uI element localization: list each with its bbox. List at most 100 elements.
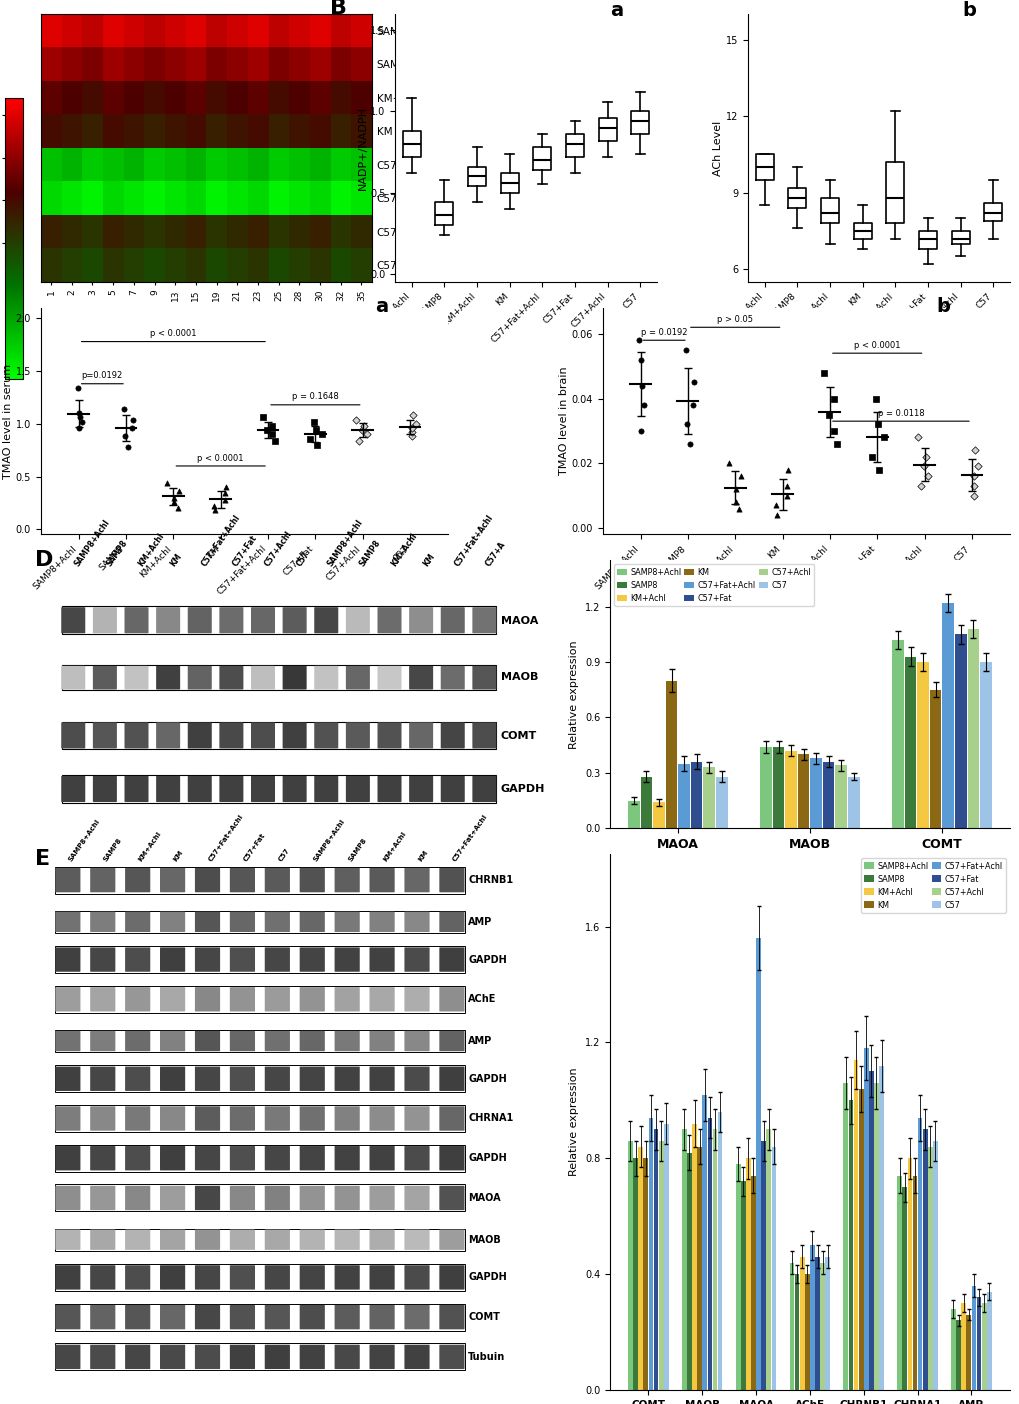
- Point: [356, 414, 372, 437]
- Point: [965, 439, 981, 462]
- Bar: [715, 776, 727, 828]
- FancyBboxPatch shape: [160, 1106, 185, 1130]
- FancyBboxPatch shape: [409, 665, 433, 689]
- FancyBboxPatch shape: [369, 1106, 394, 1130]
- Point: [916, 445, 932, 468]
- FancyBboxPatch shape: [440, 607, 465, 633]
- Point: [408, 413, 424, 435]
- FancyBboxPatch shape: [219, 607, 244, 633]
- FancyBboxPatch shape: [61, 665, 86, 689]
- FancyBboxPatch shape: [251, 665, 275, 689]
- Text: COMT: COMT: [468, 1313, 499, 1323]
- FancyBboxPatch shape: [345, 722, 370, 748]
- Bar: [797, 754, 809, 828]
- Point: [633, 348, 649, 371]
- FancyBboxPatch shape: [265, 948, 289, 972]
- Text: D: D: [36, 550, 54, 570]
- Point: [868, 413, 884, 435]
- FancyBboxPatch shape: [90, 1106, 115, 1130]
- FancyBboxPatch shape: [55, 1230, 81, 1250]
- FancyBboxPatch shape: [334, 1067, 360, 1091]
- FancyBboxPatch shape: [345, 665, 370, 689]
- FancyBboxPatch shape: [251, 776, 275, 802]
- Bar: [929, 689, 941, 828]
- Point: [779, 484, 795, 507]
- Text: SAMP8: SAMP8: [346, 837, 368, 862]
- Bar: [690, 762, 702, 828]
- Bar: [853, 1060, 858, 1390]
- Bar: [658, 1141, 663, 1390]
- Bar: [950, 1309, 955, 1390]
- Text: C57+Fat+Achl: C57+Fat+Achl: [200, 514, 242, 569]
- FancyBboxPatch shape: [334, 1031, 360, 1052]
- FancyBboxPatch shape: [334, 1230, 360, 1250]
- FancyBboxPatch shape: [195, 1345, 220, 1369]
- FancyBboxPatch shape: [90, 1345, 115, 1369]
- FancyBboxPatch shape: [404, 1345, 429, 1369]
- FancyBboxPatch shape: [55, 1067, 81, 1091]
- FancyBboxPatch shape: [229, 868, 255, 893]
- FancyBboxPatch shape: [314, 607, 338, 633]
- FancyBboxPatch shape: [265, 1345, 289, 1369]
- Point: [309, 434, 325, 456]
- Point: [71, 402, 88, 424]
- Bar: [745, 1158, 750, 1390]
- Y-axis label: NADP+/NADPH: NADP+/NADPH: [357, 105, 367, 190]
- Bar: [967, 629, 978, 828]
- FancyBboxPatch shape: [409, 607, 433, 633]
- Text: GAPDH: GAPDH: [468, 955, 506, 965]
- Point: [72, 406, 89, 428]
- Bar: [892, 640, 903, 828]
- FancyBboxPatch shape: [62, 775, 495, 803]
- FancyBboxPatch shape: [334, 1304, 360, 1330]
- FancyBboxPatch shape: [124, 607, 149, 633]
- Point: [827, 432, 844, 455]
- Text: a: a: [374, 296, 387, 316]
- FancyBboxPatch shape: [195, 948, 220, 972]
- FancyBboxPatch shape: [229, 948, 255, 972]
- FancyBboxPatch shape: [93, 665, 117, 689]
- Bar: [868, 1071, 873, 1390]
- FancyBboxPatch shape: [369, 1265, 394, 1290]
- Point: [919, 465, 935, 487]
- FancyBboxPatch shape: [93, 776, 117, 802]
- FancyBboxPatch shape: [195, 1146, 220, 1171]
- FancyBboxPatch shape: [404, 987, 429, 1011]
- Bar: [707, 1118, 711, 1390]
- FancyBboxPatch shape: [229, 1186, 255, 1210]
- Text: AMP: AMP: [468, 917, 492, 927]
- FancyBboxPatch shape: [439, 1304, 464, 1330]
- FancyBboxPatch shape: [439, 1031, 464, 1052]
- FancyBboxPatch shape: [377, 776, 401, 802]
- Text: C57+Achl: C57+Achl: [263, 529, 293, 569]
- FancyBboxPatch shape: [90, 1031, 115, 1052]
- Bar: [678, 764, 689, 828]
- FancyBboxPatch shape: [265, 1230, 289, 1250]
- Bar: [971, 1286, 975, 1390]
- Point: [779, 459, 795, 482]
- Bar: [809, 758, 821, 828]
- FancyBboxPatch shape: [334, 948, 360, 972]
- Point: [123, 417, 140, 439]
- FancyBboxPatch shape: [195, 1031, 220, 1052]
- Bar: [643, 1158, 647, 1390]
- Text: C57+A: C57+A: [484, 541, 507, 569]
- FancyBboxPatch shape: [404, 1304, 429, 1330]
- Text: E: E: [36, 849, 51, 869]
- FancyBboxPatch shape: [369, 1031, 394, 1052]
- FancyBboxPatch shape: [156, 776, 180, 802]
- FancyBboxPatch shape: [229, 1031, 255, 1052]
- FancyBboxPatch shape: [55, 1186, 81, 1210]
- Text: p < 0.0001: p < 0.0001: [198, 453, 244, 462]
- FancyBboxPatch shape: [61, 722, 86, 748]
- Y-axis label: ACh Level: ACh Level: [712, 121, 722, 176]
- FancyBboxPatch shape: [187, 776, 212, 802]
- FancyBboxPatch shape: [404, 1146, 429, 1171]
- FancyBboxPatch shape: [300, 1304, 324, 1330]
- FancyBboxPatch shape: [55, 1146, 81, 1171]
- FancyBboxPatch shape: [300, 1230, 324, 1250]
- FancyBboxPatch shape: [300, 1345, 324, 1369]
- Bar: [628, 1141, 632, 1390]
- FancyBboxPatch shape: [377, 607, 401, 633]
- FancyBboxPatch shape: [472, 776, 496, 802]
